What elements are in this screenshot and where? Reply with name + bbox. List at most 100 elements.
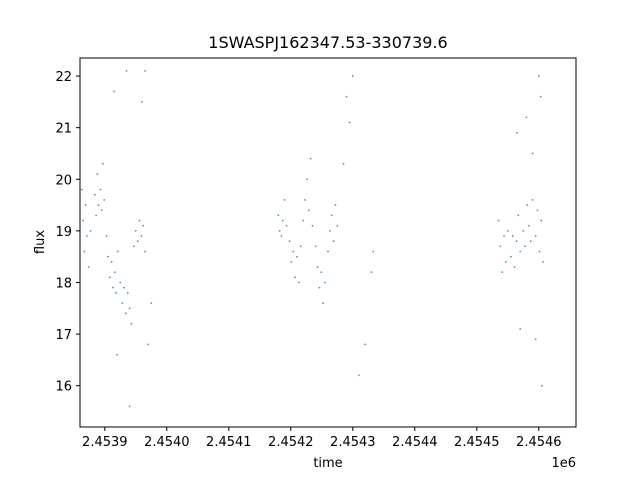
data-point: [128, 307, 131, 310]
data-point: [327, 250, 329, 253]
data-point: [534, 235, 537, 237]
data-point: [138, 219, 141, 222]
data-point: [105, 235, 108, 237]
data-point: [529, 240, 532, 243]
data-point: [539, 95, 542, 98]
data-point: [147, 343, 150, 346]
data-point: [123, 286, 125, 289]
data-point: [309, 157, 312, 160]
plot-area-frame: [79, 57, 577, 428]
x-tick-label: 2.4545: [454, 435, 500, 450]
data-point: [541, 384, 543, 387]
data-point: [531, 152, 534, 155]
data-point: [290, 260, 293, 263]
data-point: [116, 250, 119, 253]
x-tick-label: 2.4539: [82, 435, 128, 450]
data-point: [124, 312, 127, 315]
data-point: [83, 250, 86, 253]
data-point: [87, 266, 90, 268]
data-point: [113, 271, 116, 274]
y-axis-label: flux: [33, 230, 48, 254]
y-tick-label: 18: [55, 276, 72, 291]
x-tick-label: 2.4541: [206, 435, 252, 450]
data-point: [144, 250, 147, 253]
data-point: [538, 250, 541, 253]
data-point: [358, 374, 360, 377]
x-tick-label: 2.4542: [268, 435, 314, 450]
data-point: [311, 224, 314, 227]
data-point: [280, 235, 283, 237]
y-tick-label: 20: [55, 173, 72, 188]
data-point: [288, 240, 291, 243]
data-point: [107, 255, 109, 258]
x-tick-label: 2.4546: [516, 435, 562, 450]
data-point: [93, 193, 96, 196]
data-point: [306, 178, 308, 181]
data-point: [142, 224, 145, 227]
data-point: [336, 224, 339, 227]
data-point: [370, 271, 373, 274]
data-point: [82, 219, 84, 222]
data-point: [318, 286, 321, 289]
x-tick-label: 2.4543: [330, 435, 376, 450]
data-point: [499, 245, 502, 248]
data-point: [322, 302, 324, 305]
data-point: [136, 240, 139, 243]
data-point: [342, 162, 345, 165]
chart-title: 1SWASPJ162347.53-330739.6: [208, 33, 447, 52]
data-point: [372, 250, 375, 253]
data-point: [110, 260, 113, 263]
data-point: [277, 214, 280, 217]
data-point: [84, 204, 87, 206]
data-point: [519, 250, 522, 253]
data-point: [513, 266, 516, 268]
data-point: [537, 75, 540, 77]
data-point: [144, 70, 147, 72]
data-point: [351, 75, 354, 77]
data-point: [140, 235, 143, 237]
x-axis-ticks: 2.4539 2.4540 2.4541 2.4542 2.4543 2.4544 2.45…: [82, 427, 562, 450]
data-point: [281, 219, 284, 222]
x-axis-offset-label: 1e6: [551, 456, 576, 471]
data-point: [125, 70, 128, 72]
data-point: [307, 209, 310, 212]
data-point: [519, 328, 522, 330]
data-point: [100, 209, 103, 212]
data-point: [334, 204, 337, 206]
y-tick-label: 16: [55, 380, 72, 395]
data-point: [292, 250, 295, 253]
y-tick-label: 19: [55, 225, 72, 240]
data-point: [510, 255, 512, 258]
data-point: [119, 281, 122, 284]
data-point: [501, 271, 504, 274]
data-point: [320, 271, 323, 274]
data-point: [527, 224, 530, 227]
data-point: [542, 260, 545, 263]
data-point: [133, 245, 135, 248]
data-point: [294, 276, 297, 279]
data-point: [348, 121, 351, 124]
data-point: [115, 291, 117, 294]
data-point: [97, 204, 100, 206]
data-point: [516, 131, 518, 134]
y-tick-label: 22: [55, 70, 72, 85]
y-tick-label: 21: [55, 122, 72, 137]
data-point: [99, 188, 102, 191]
data-point: [364, 343, 367, 346]
data-point: [534, 338, 537, 341]
data-point: [102, 162, 104, 165]
data-point: [526, 204, 528, 206]
data-point: [324, 281, 326, 284]
data-point: [141, 100, 143, 103]
data-point: [330, 214, 333, 217]
data-point: [328, 229, 331, 232]
y-tick-label: 17: [55, 328, 72, 343]
data-point: [113, 90, 115, 93]
data-point: [150, 302, 153, 305]
data-point: [540, 219, 543, 222]
data-point: [126, 291, 129, 294]
data-point: [95, 214, 98, 217]
data-point: [332, 240, 335, 243]
